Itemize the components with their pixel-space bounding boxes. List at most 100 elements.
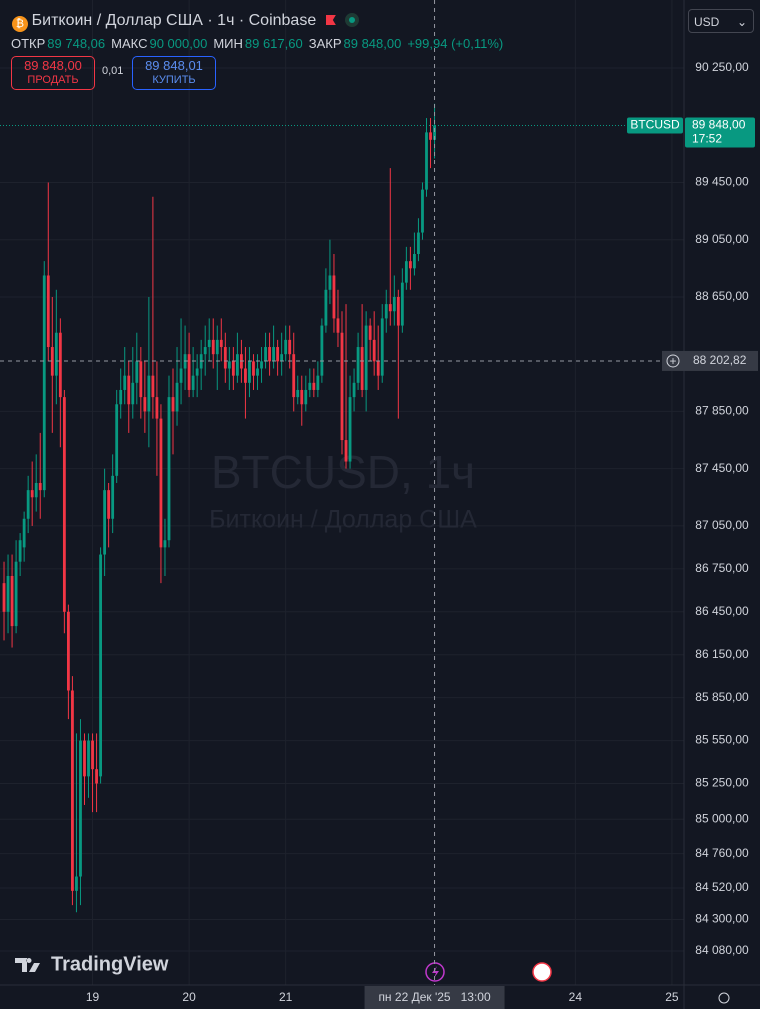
logo-text: TradingView — [51, 953, 169, 975]
candle-body — [211, 339, 215, 355]
y-tick-label: 84 520,00 — [695, 880, 749, 894]
candle-body — [18, 540, 22, 562]
candle-body — [83, 740, 86, 777]
candle-body — [421, 189, 424, 233]
candle-body — [231, 361, 235, 376]
add-alert-icon[interactable] — [666, 354, 680, 368]
candle-body — [155, 397, 159, 419]
candle-body — [336, 318, 340, 333]
candle-body — [320, 325, 324, 376]
ohlc-row: ОТКР 89 748,06 МАКС 90 000,00 МИН 89 617,60 ЗА… — [11, 36, 503, 51]
candle-body — [42, 275, 46, 491]
crosshair-price-box — [662, 350, 758, 371]
candle-body — [215, 339, 219, 355]
candle-body — [380, 318, 384, 376]
candle-body — [119, 389, 123, 405]
candle-body — [244, 368, 247, 383]
candle-body — [87, 740, 90, 777]
candle-body — [304, 389, 308, 405]
candle-body — [58, 332, 62, 398]
ohlc-label: МИН — [213, 36, 243, 51]
x-tick-label: 19 — [86, 990, 100, 1004]
candle-body — [79, 740, 82, 877]
market-status[interactable] — [345, 13, 360, 27]
buy-button[interactable]: 89 848,01 КУПИТЬ — [132, 56, 216, 90]
candle-body — [95, 769, 98, 784]
candle-body — [328, 275, 332, 290]
sell-label: ПРОДАТЬ — [27, 74, 79, 86]
candle-body — [400, 282, 404, 326]
candle-body — [22, 518, 26, 548]
candle-body — [187, 354, 191, 390]
candle-body — [308, 382, 312, 390]
candle-body — [388, 304, 392, 312]
candle-body — [364, 325, 368, 390]
ohlc-change: +99,94 (+0,11%) — [407, 36, 504, 51]
candle-body — [316, 375, 320, 390]
candle-body — [360, 347, 364, 390]
logo: TradingView — [15, 953, 169, 975]
sell-price: 89 848,00 — [24, 58, 82, 73]
candle-body — [348, 397, 352, 462]
candle-body — [75, 876, 78, 891]
candle-body — [344, 440, 348, 462]
crosshair-time-box — [364, 986, 505, 1009]
candle-body — [264, 347, 267, 362]
grid — [0, 0, 684, 985]
y-tick-label: 85 850,00 — [695, 690, 749, 704]
candle-body — [66, 611, 70, 691]
sell-button[interactable]: 89 848,00 ПРОДАТЬ — [11, 56, 95, 90]
y-tick-label: 85 000,00 — [695, 811, 749, 825]
candle-body — [159, 418, 163, 548]
price-countdown: 17:52 — [692, 132, 722, 146]
candle-body — [207, 339, 211, 348]
x-tick-label: 24 — [569, 990, 583, 1004]
candle-body — [223, 347, 227, 369]
y-tick-label: 87 450,00 — [695, 461, 749, 475]
candle-body — [356, 347, 360, 383]
add-alert-plus: + — [669, 354, 676, 368]
buy-price: 89 848,01 — [145, 58, 203, 73]
symbol-title[interactable]: Биткоин / Доллар США · 1ч · Coinbase — [31, 12, 317, 29]
y-tick-label: 86 450,00 — [695, 604, 749, 618]
candle-body — [272, 347, 276, 362]
candle-body — [368, 325, 372, 340]
candle-body — [195, 368, 199, 376]
currency-select[interactable]: USD ⌄ — [688, 9, 754, 33]
candle-body — [376, 361, 380, 376]
candle-body — [425, 132, 428, 190]
economic-event-icon[interactable] — [532, 962, 552, 982]
candle-body — [151, 375, 155, 398]
ohlc-label: ЗАКР — [308, 36, 342, 51]
y-tick-label: 85 250,00 — [695, 776, 749, 790]
candle-body — [127, 375, 131, 405]
y-tick-label: 87 850,00 — [695, 404, 749, 418]
candle-body — [284, 339, 288, 355]
watermark-subtitle: Биткоин / Доллар США — [209, 506, 477, 534]
candle-body — [139, 361, 143, 398]
logo-icon — [15, 958, 40, 972]
candle-body — [34, 482, 38, 498]
candle-body — [50, 347, 54, 376]
candle-body — [396, 296, 400, 326]
candle-body — [99, 554, 102, 777]
candle-body — [107, 490, 111, 519]
ohlc-value: 89 748,06 — [47, 36, 106, 51]
candle-body — [175, 382, 179, 412]
candle-body — [91, 740, 94, 770]
candle-body — [417, 232, 420, 255]
candle-body — [408, 261, 412, 269]
symbol-row: ₿ Биткоин / Доллар США · 1ч · Coinbase — [12, 12, 360, 32]
candle-body — [62, 397, 66, 612]
y-tick-label: 90 250,00 — [695, 60, 749, 74]
candle-body — [312, 382, 316, 390]
candle-body — [227, 361, 231, 369]
flag[interactable] — [325, 15, 336, 25]
candle-body — [115, 404, 119, 476]
candle-body — [26, 490, 30, 519]
currency: USD — [694, 15, 720, 29]
candle-body — [404, 261, 408, 283]
settings-icon[interactable] — [718, 992, 730, 1004]
